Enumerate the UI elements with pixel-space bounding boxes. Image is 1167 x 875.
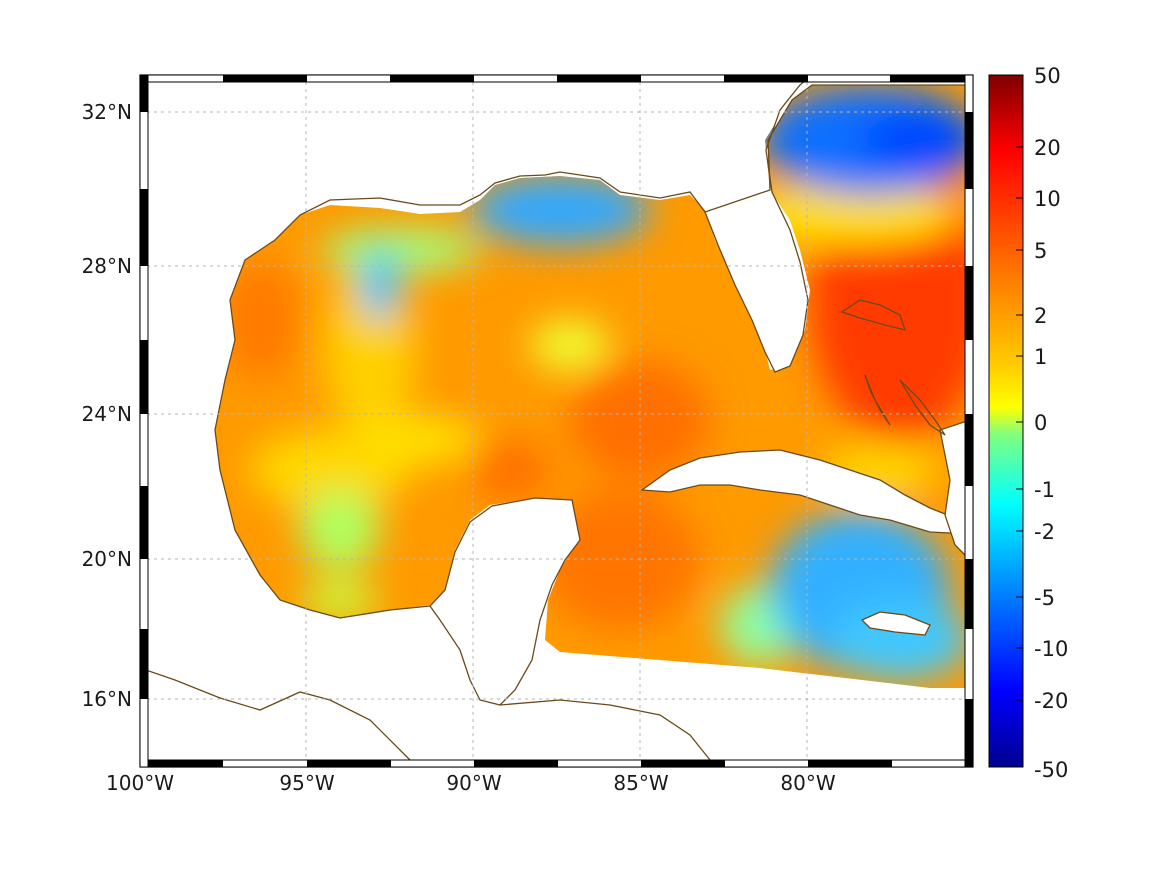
colorbar-label: -50: [1034, 758, 1068, 782]
lat-label: 28°N: [82, 254, 132, 278]
colorbar: 50 20 10 5 2 1 0 -1 -2 -5 -10 -20 -50: [988, 64, 1068, 782]
lon-label: 100°W: [106, 771, 174, 795]
lon-label: 80°W: [780, 771, 835, 795]
lat-label: 16°N: [82, 687, 132, 711]
data-field: [215, 85, 965, 688]
colorbar-ticks: [1016, 146, 1023, 701]
lon-label: 90°W: [446, 771, 501, 795]
lat-label: 24°N: [82, 402, 132, 426]
colorbar-label: -10: [1034, 637, 1068, 661]
colorbar-label: -5: [1034, 586, 1055, 610]
colorbar-label: 5: [1034, 239, 1047, 263]
lon-label: 95°W: [279, 771, 334, 795]
longitude-labels: 100°W 95°W 90°W 85°W 80°W: [106, 771, 836, 795]
colorbar-label: -1: [1034, 478, 1055, 502]
lon-label: 85°W: [613, 771, 668, 795]
colorbar-label: 10: [1034, 187, 1061, 211]
colorbar-label: 2: [1034, 304, 1047, 328]
colorbar-label: 1: [1034, 345, 1047, 369]
lat-label: 20°N: [82, 547, 132, 571]
colorbar-label: -20: [1034, 689, 1068, 713]
colorbar-label: 50: [1034, 64, 1061, 88]
lat-label: 32°N: [82, 100, 132, 124]
colorbar-gradient: [988, 74, 1024, 768]
coastlines: [140, 75, 973, 767]
colorbar-label: 20: [1034, 136, 1061, 160]
graticule: [140, 75, 973, 767]
latitude-labels: 32°N 28°N 24°N 20°N 16°N: [82, 100, 132, 711]
colorbar-label: 0: [1034, 411, 1047, 435]
colorbar-label: -2: [1034, 520, 1055, 544]
map-frame: [139, 74, 974, 768]
